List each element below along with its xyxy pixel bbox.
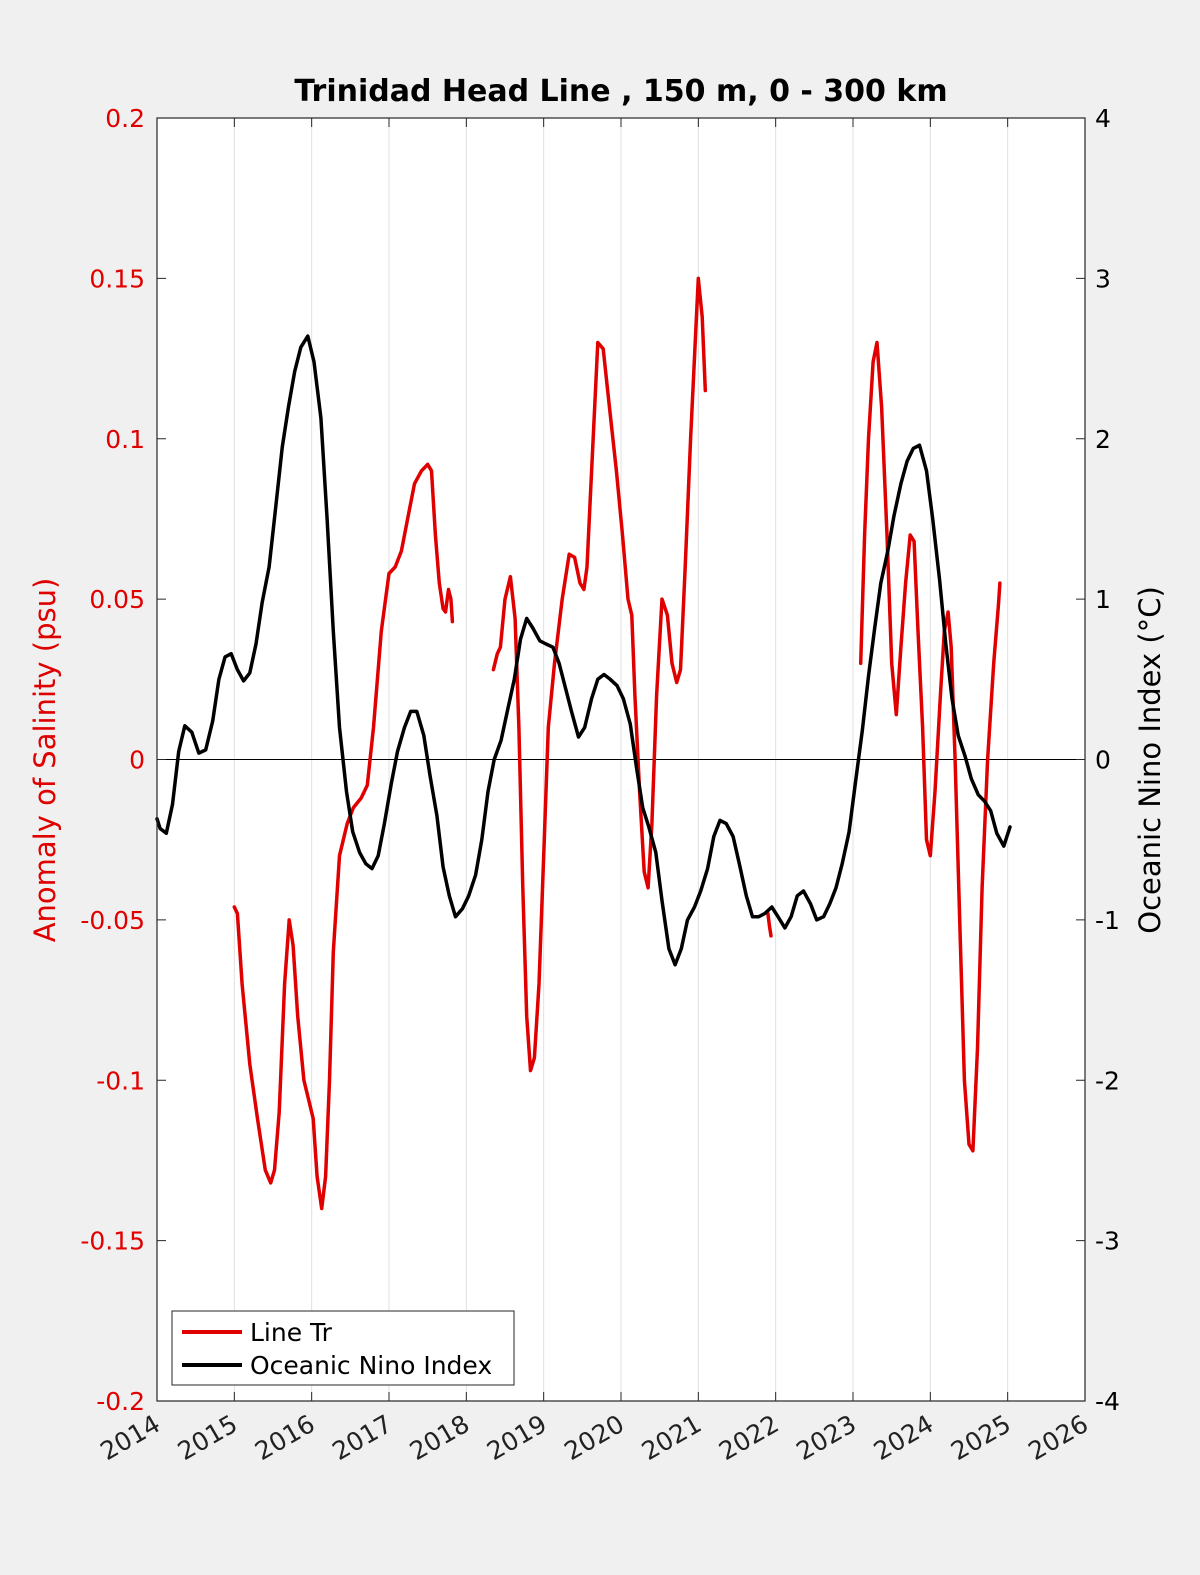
right-tick-label: 2	[1095, 425, 1111, 454]
right-tick-label: 4	[1095, 104, 1111, 133]
series-line-tr-segment-2	[766, 911, 773, 938]
right-tick-label: -1	[1095, 906, 1120, 935]
legend: Line Tr Oceanic Nino Index	[171, 1310, 515, 1386]
left-tick-label: -0.1	[96, 1066, 145, 1095]
left-tick-label: 0.2	[105, 104, 145, 133]
series-line-tr-segment-0	[232, 462, 455, 1211]
left-tick-label: -0.15	[80, 1227, 145, 1256]
right-tick-label: 0	[1095, 746, 1111, 775]
right-tick-label: -4	[1095, 1387, 1120, 1416]
left-tick-label: 0.15	[89, 264, 145, 293]
left-tick-label: -0.2	[96, 1387, 145, 1416]
series-line-tr-segment-1	[491, 276, 708, 1073]
chart-title: Trinidad Head Line , 150 m, 0 - 300 km	[294, 74, 947, 109]
legend-label-oni: Oceanic Nino Index	[250, 1351, 492, 1380]
legend-box	[171, 1310, 515, 1386]
right-axis-ticks: 4 3 2 1 0 -1 -2 -3 -4	[1076, 104, 1120, 1416]
right-tick-label: 3	[1095, 264, 1111, 293]
right-tick-label: -2	[1095, 1066, 1120, 1095]
left-tick-label: 0	[129, 746, 145, 775]
series-oni-segment-0	[155, 334, 1012, 967]
left-tick-label: 0.1	[105, 425, 145, 454]
series-line-tr-segment-3	[858, 340, 1002, 1153]
left-tick-label: 0.05	[89, 585, 145, 614]
legend-label-line-tr: Line Tr	[250, 1318, 333, 1347]
left-axis-ticks: 0.2 0.15 0.1 0.05 0 -0.05 -0.1 -0.15 -0.2	[80, 104, 166, 1416]
left-tick-label: -0.05	[80, 906, 145, 935]
right-tick-label: 1	[1095, 585, 1111, 614]
right-axis-label: Oceanic Nino Index (°C)	[1133, 586, 1167, 934]
right-tick-label: -3	[1095, 1227, 1120, 1256]
series-layer	[155, 276, 1012, 1211]
left-axis-label: Anomaly of Salinity (psu)	[28, 578, 62, 943]
